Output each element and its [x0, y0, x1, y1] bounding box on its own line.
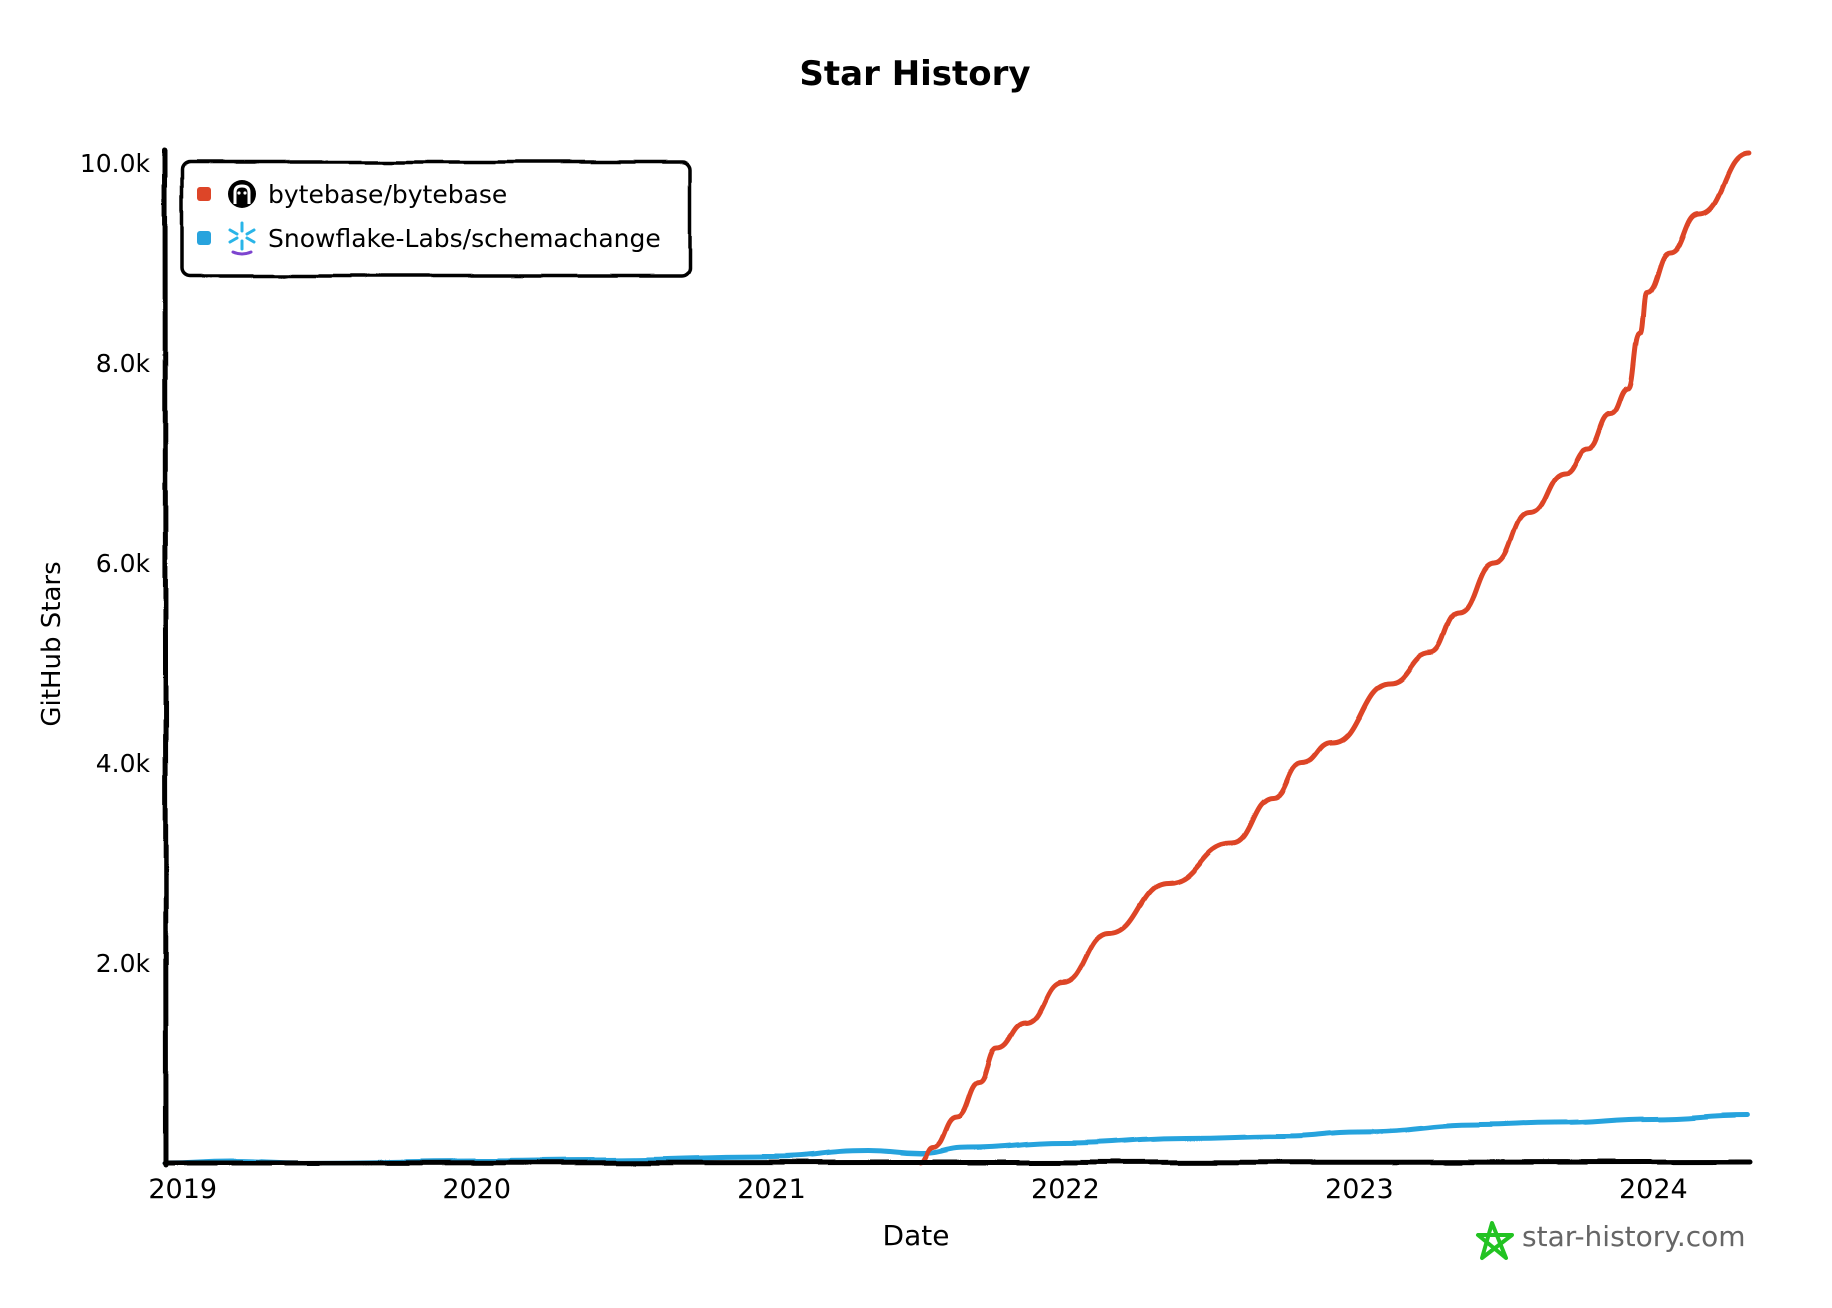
axes — [162, 147, 1753, 1168]
legend: bytebase/bytebase Snowflake-Labs/schemac… — [180, 160, 692, 278]
snowflake-icon — [228, 221, 256, 256]
legend-label-bytebase: bytebase/bytebase — [268, 180, 507, 209]
x-tick-labels: 2019 2020 2021 2022 2023 2024 — [148, 1174, 1687, 1205]
y-tick-labels: 2.0k 4.0k 6.0k 8.0k 10.0k — [80, 149, 151, 978]
y-tick-label: 10.0k — [80, 149, 151, 178]
legend-label-schemachange: Snowflake-Labs/schemachange — [268, 224, 661, 253]
x-tick-label: 2019 — [148, 1174, 217, 1205]
y-axis-line — [162, 147, 169, 1168]
series-layer — [162, 150, 1751, 1166]
watermark: star-history.com — [1476, 1220, 1746, 1260]
x-tick-label: 2023 — [1325, 1174, 1394, 1205]
watermark-text: star-history.com — [1522, 1220, 1746, 1253]
star-icon — [1476, 1221, 1514, 1260]
legend-swatch-schemachange — [197, 231, 211, 245]
x-axis-line — [162, 1159, 1753, 1166]
y-tick-label: 4.0k — [96, 749, 151, 778]
series-line-0 — [918, 150, 1751, 1166]
series-line-1 — [162, 1112, 1751, 1166]
legend-box — [180, 160, 692, 278]
x-tick-label: 2022 — [1031, 1174, 1100, 1205]
chart-title: Star History — [799, 54, 1030, 94]
y-axis-label: GitHub Stars — [37, 561, 67, 726]
y-tick-label: 6.0k — [96, 549, 151, 578]
x-tick-label: 2021 — [737, 1174, 806, 1205]
y-tick-label: 2.0k — [96, 949, 151, 978]
x-axis-label: Date — [883, 1219, 950, 1252]
x-tick-label: 2024 — [1619, 1174, 1688, 1205]
x-tick-label: 2020 — [442, 1174, 511, 1205]
y-tick-label: 8.0k — [96, 349, 151, 378]
github-icon — [228, 180, 256, 208]
legend-swatch-bytebase — [197, 187, 211, 201]
